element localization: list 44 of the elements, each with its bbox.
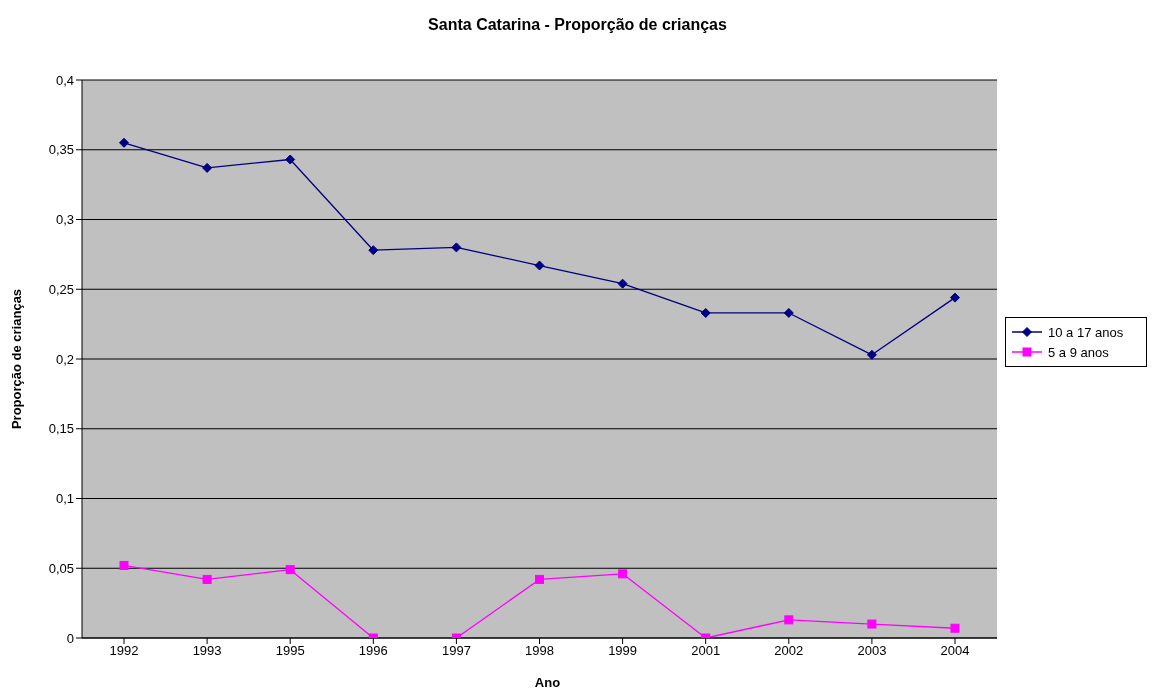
x-tick-label: 1996 — [358, 643, 388, 659]
x-tick-label: 1993 — [192, 643, 222, 659]
point — [285, 154, 296, 165]
point — [866, 349, 877, 360]
point — [867, 619, 877, 629]
legend-label: 5 a 9 anos — [1048, 344, 1109, 360]
chart-title: Santa Catarina - Proporção de crianças — [427, 16, 728, 34]
y-tick-label: 0,2 — [55, 351, 74, 367]
x-tick-label: 2002 — [774, 643, 804, 659]
y-tick-label: 0,05 — [48, 560, 74, 576]
y-tick-label: 0,15 — [48, 421, 74, 437]
point — [534, 260, 545, 271]
legend-label: 10 a 17 anos — [1048, 324, 1124, 340]
point — [119, 560, 129, 570]
point — [451, 242, 462, 253]
y-tick-label: 0,1 — [55, 491, 74, 507]
point — [617, 278, 628, 289]
x-tick-label: 1997 — [441, 643, 471, 659]
x-tick-label: 2001 — [691, 643, 721, 659]
point — [950, 292, 960, 303]
x-tick-label: 1999 — [608, 643, 638, 659]
point — [202, 162, 213, 173]
y-axis-title: Proporção de crianças — [8, 288, 24, 430]
point — [535, 574, 544, 584]
point — [202, 574, 212, 584]
y-tick-label: 0,4 — [55, 72, 74, 88]
point — [368, 245, 379, 256]
y-tick-label: 0,3 — [55, 212, 74, 228]
point — [119, 137, 129, 148]
y-tick-label: 0 — [66, 630, 74, 646]
point — [700, 307, 711, 318]
x-axis-title: Ano — [533, 675, 562, 690]
y-tick-label: 0,35 — [48, 142, 74, 158]
point — [784, 615, 794, 625]
y-tick-label: 0,25 — [48, 281, 74, 297]
point — [618, 569, 628, 579]
x-tick-label: 1998 — [525, 643, 554, 659]
point — [950, 623, 960, 633]
x-tick-label: 1995 — [275, 643, 305, 659]
x-tick-label: 2003 — [857, 643, 887, 659]
point — [285, 565, 295, 575]
x-tick-label: 1992 — [109, 643, 139, 659]
x-tick-label: 2004 — [940, 643, 970, 659]
point — [783, 307, 794, 318]
